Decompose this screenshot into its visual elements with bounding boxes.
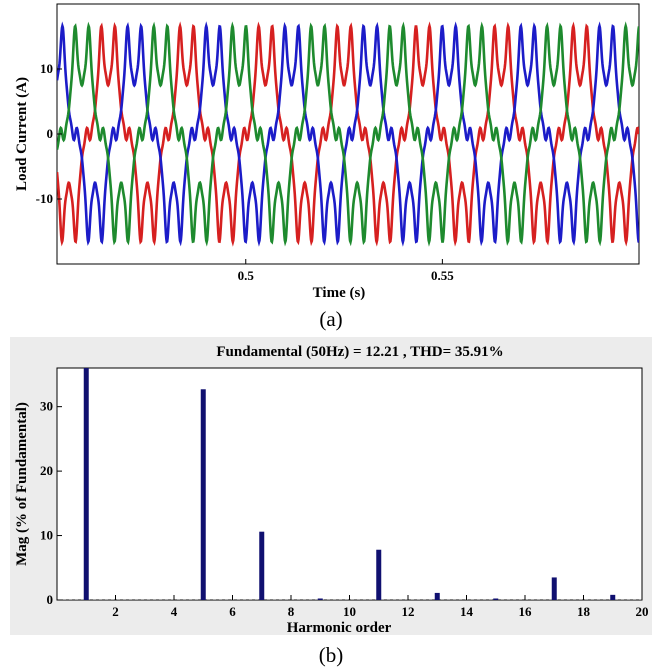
x-tick-label: 10: [343, 604, 356, 619]
x-tick-label: 4: [171, 604, 178, 619]
y-tick-label: 0: [47, 126, 54, 141]
x-tick-label: 20: [636, 604, 649, 619]
chart-a-ticks: 0.5 0.55 10 0 -10: [36, 61, 455, 283]
x-tick-label: 18: [577, 604, 591, 619]
y-tick-label: 10: [40, 61, 53, 76]
y-tick-label: 30: [40, 399, 53, 414]
chart-a-caption: (a): [319, 307, 342, 331]
chart-a-plot-area: [57, 21, 639, 247]
x-tick-label: 12: [402, 604, 415, 619]
chart-b-xlabel: Harmonic order: [287, 620, 392, 636]
harmonic-bar: [551, 577, 557, 600]
x-tick-label: 8: [288, 604, 295, 619]
chart-b-plot-area: [57, 368, 642, 600]
x-tick-label: 0.55: [431, 268, 454, 283]
harmonic-bar: [610, 594, 616, 600]
x-tick-label: 16: [519, 604, 533, 619]
chart-b-ylabel: Mag (% of Fundamental): [14, 402, 30, 566]
chart-b-title: Fundamental (50Hz) = 12.21 , THD= 35.91%: [216, 344, 503, 360]
harmonic-bar: [434, 592, 440, 600]
harmonic-bar: [376, 549, 382, 600]
harmonic-bar: [317, 598, 323, 600]
phase-current-line: [57, 21, 639, 247]
x-tick-label: 2: [112, 604, 119, 619]
harmonic-bar: [259, 531, 265, 600]
y-tick-label: 20: [40, 463, 53, 478]
x-tick-label: 0.5: [238, 268, 255, 283]
x-tick-label: 6: [229, 604, 236, 619]
chart-a-ylabel: Load Current (A): [14, 77, 30, 191]
x-tick-label: 14: [460, 604, 474, 619]
chart-b-frame: [56, 367, 643, 601]
chart-a-xlabel: Time (s): [313, 285, 366, 301]
y-tick-label: -10: [36, 191, 53, 206]
phase-current-line: [57, 21, 639, 247]
chart-b-ticks: 2 4 6 8 10 12 14 16 18 20 0 10 20 30: [40, 399, 649, 619]
phase-current-line: [57, 21, 639, 247]
chart-b: Fundamental (50Hz) = 12.21 , THD= 35.91%…: [10, 337, 652, 667]
harmonic-bar: [200, 389, 206, 600]
chart-b-caption: (b): [319, 643, 344, 667]
y-tick-label: 10: [40, 528, 53, 543]
harmonic-bar: [493, 598, 499, 600]
y-tick-label: 0: [47, 592, 54, 607]
harmonic-bar: [83, 368, 89, 600]
